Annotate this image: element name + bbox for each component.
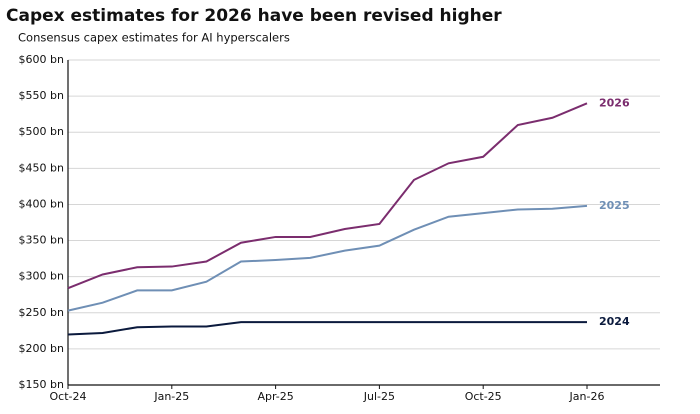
- series-line: [67, 102, 588, 290]
- y-tick-label: $350 bn: [19, 234, 64, 247]
- series-line: [67, 321, 587, 336]
- series-label: 2024: [599, 315, 630, 328]
- x-tick-label: Apr-25: [257, 390, 293, 403]
- y-tick-label: $450 bn: [19, 161, 64, 174]
- y-tick-label: $550 bn: [19, 89, 64, 102]
- series-label: 2026: [599, 96, 630, 109]
- y-tick-label: $400 bn: [19, 197, 64, 210]
- y-tick-label: $300 bn: [19, 270, 64, 283]
- x-tick-label: Oct-24: [50, 390, 87, 403]
- y-tick-label: $150 bn: [19, 378, 64, 391]
- y-tick-label: $600 bn: [19, 53, 64, 66]
- y-tick-label: $500 bn: [19, 125, 64, 138]
- y-tick-label: $250 bn: [19, 306, 64, 319]
- y-tick-label: $200 bn: [19, 342, 64, 355]
- x-tick-label: Oct-25: [465, 390, 502, 403]
- chart-title: Capex estimates for 2026 have been revis…: [6, 6, 502, 26]
- series-label: 2025: [599, 199, 630, 212]
- series-line: [67, 204, 588, 312]
- x-tick-label: Jul-25: [363, 390, 395, 403]
- x-tick-label: Jan-25: [153, 390, 189, 403]
- x-tick-label: Jan-26: [569, 390, 605, 403]
- chart-subtitle: Consensus capex estimates for AI hypersc…: [18, 31, 290, 45]
